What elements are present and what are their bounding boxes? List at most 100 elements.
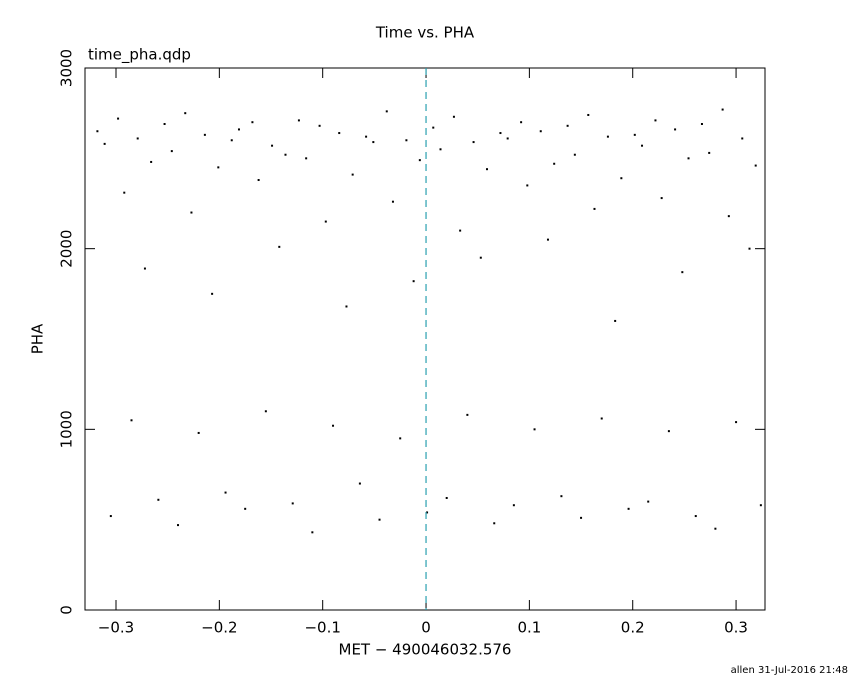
point xyxy=(123,191,126,194)
point xyxy=(606,135,609,138)
point xyxy=(170,150,173,153)
point xyxy=(311,531,314,534)
point xyxy=(553,162,556,165)
point xyxy=(667,430,670,433)
y-tick-label: 1000 xyxy=(58,410,76,448)
x-tick-label: 0.3 xyxy=(724,619,748,637)
x-tick-label: −0.1 xyxy=(304,619,340,637)
point xyxy=(291,502,294,505)
point xyxy=(493,522,496,525)
point xyxy=(385,110,388,113)
point xyxy=(439,148,442,151)
point xyxy=(654,119,657,122)
point xyxy=(251,121,254,124)
point xyxy=(660,197,663,200)
x-tick-label: 0.2 xyxy=(621,619,645,637)
point xyxy=(472,141,475,144)
point xyxy=(533,428,536,431)
x-tick-label: −0.2 xyxy=(201,619,237,637)
point xyxy=(759,504,762,507)
footer: allen 31-Jul-2016 21:48 xyxy=(731,665,848,676)
point xyxy=(264,410,267,413)
point xyxy=(338,132,341,135)
point xyxy=(647,500,650,503)
point xyxy=(365,135,368,138)
x-tick-label: 0.1 xyxy=(517,619,541,637)
point xyxy=(694,515,697,518)
point xyxy=(445,496,448,499)
point xyxy=(539,130,542,133)
point xyxy=(324,220,327,223)
point xyxy=(600,417,603,420)
point xyxy=(687,157,690,160)
point xyxy=(459,229,462,232)
point xyxy=(305,157,308,160)
point xyxy=(412,280,415,283)
point xyxy=(130,419,133,422)
point xyxy=(372,141,375,144)
point xyxy=(230,139,233,142)
point xyxy=(727,215,730,218)
point xyxy=(150,160,153,163)
point xyxy=(593,207,596,210)
point xyxy=(620,177,623,180)
chart-title: Time vs. PHA xyxy=(375,24,475,42)
point xyxy=(546,238,549,241)
point xyxy=(184,112,187,115)
point xyxy=(700,123,703,126)
point xyxy=(163,123,166,126)
point xyxy=(405,139,408,142)
point xyxy=(721,108,724,111)
point xyxy=(580,516,583,519)
y-tick-label: 3000 xyxy=(58,49,76,87)
point xyxy=(203,133,206,136)
point xyxy=(103,142,106,145)
point xyxy=(257,179,260,182)
point xyxy=(512,504,515,507)
point xyxy=(674,128,677,131)
point xyxy=(358,482,361,485)
point xyxy=(627,507,630,510)
point xyxy=(143,267,146,270)
point xyxy=(332,424,335,427)
point xyxy=(190,211,193,214)
point xyxy=(641,144,644,147)
point xyxy=(426,511,429,514)
point xyxy=(284,153,287,156)
point xyxy=(526,184,529,187)
point xyxy=(177,524,180,527)
point xyxy=(345,305,348,308)
point xyxy=(499,132,502,135)
point xyxy=(237,128,240,131)
point xyxy=(318,124,321,127)
point xyxy=(452,115,455,118)
point xyxy=(271,144,274,147)
point xyxy=(297,119,300,122)
point xyxy=(614,319,617,322)
point xyxy=(587,113,590,116)
y-axis-label: PHA xyxy=(29,323,47,354)
point xyxy=(566,124,569,127)
subtitle: time_pha.qdp xyxy=(88,46,191,65)
point xyxy=(378,518,381,521)
point xyxy=(217,166,220,169)
x-tick-label: 0 xyxy=(421,619,431,637)
point xyxy=(754,164,757,167)
point xyxy=(633,133,636,136)
y-tick-label: 2000 xyxy=(58,230,76,268)
y-tick-label: 0 xyxy=(58,605,76,615)
x-tick-label: −0.3 xyxy=(98,619,134,637)
point xyxy=(506,137,509,140)
point xyxy=(157,498,160,501)
point xyxy=(708,151,711,154)
point xyxy=(197,431,200,434)
point xyxy=(520,121,523,124)
point xyxy=(486,168,489,171)
point xyxy=(96,130,99,133)
point xyxy=(117,117,120,120)
point xyxy=(432,126,435,129)
point xyxy=(136,137,139,140)
point xyxy=(714,527,717,530)
point xyxy=(211,292,214,295)
